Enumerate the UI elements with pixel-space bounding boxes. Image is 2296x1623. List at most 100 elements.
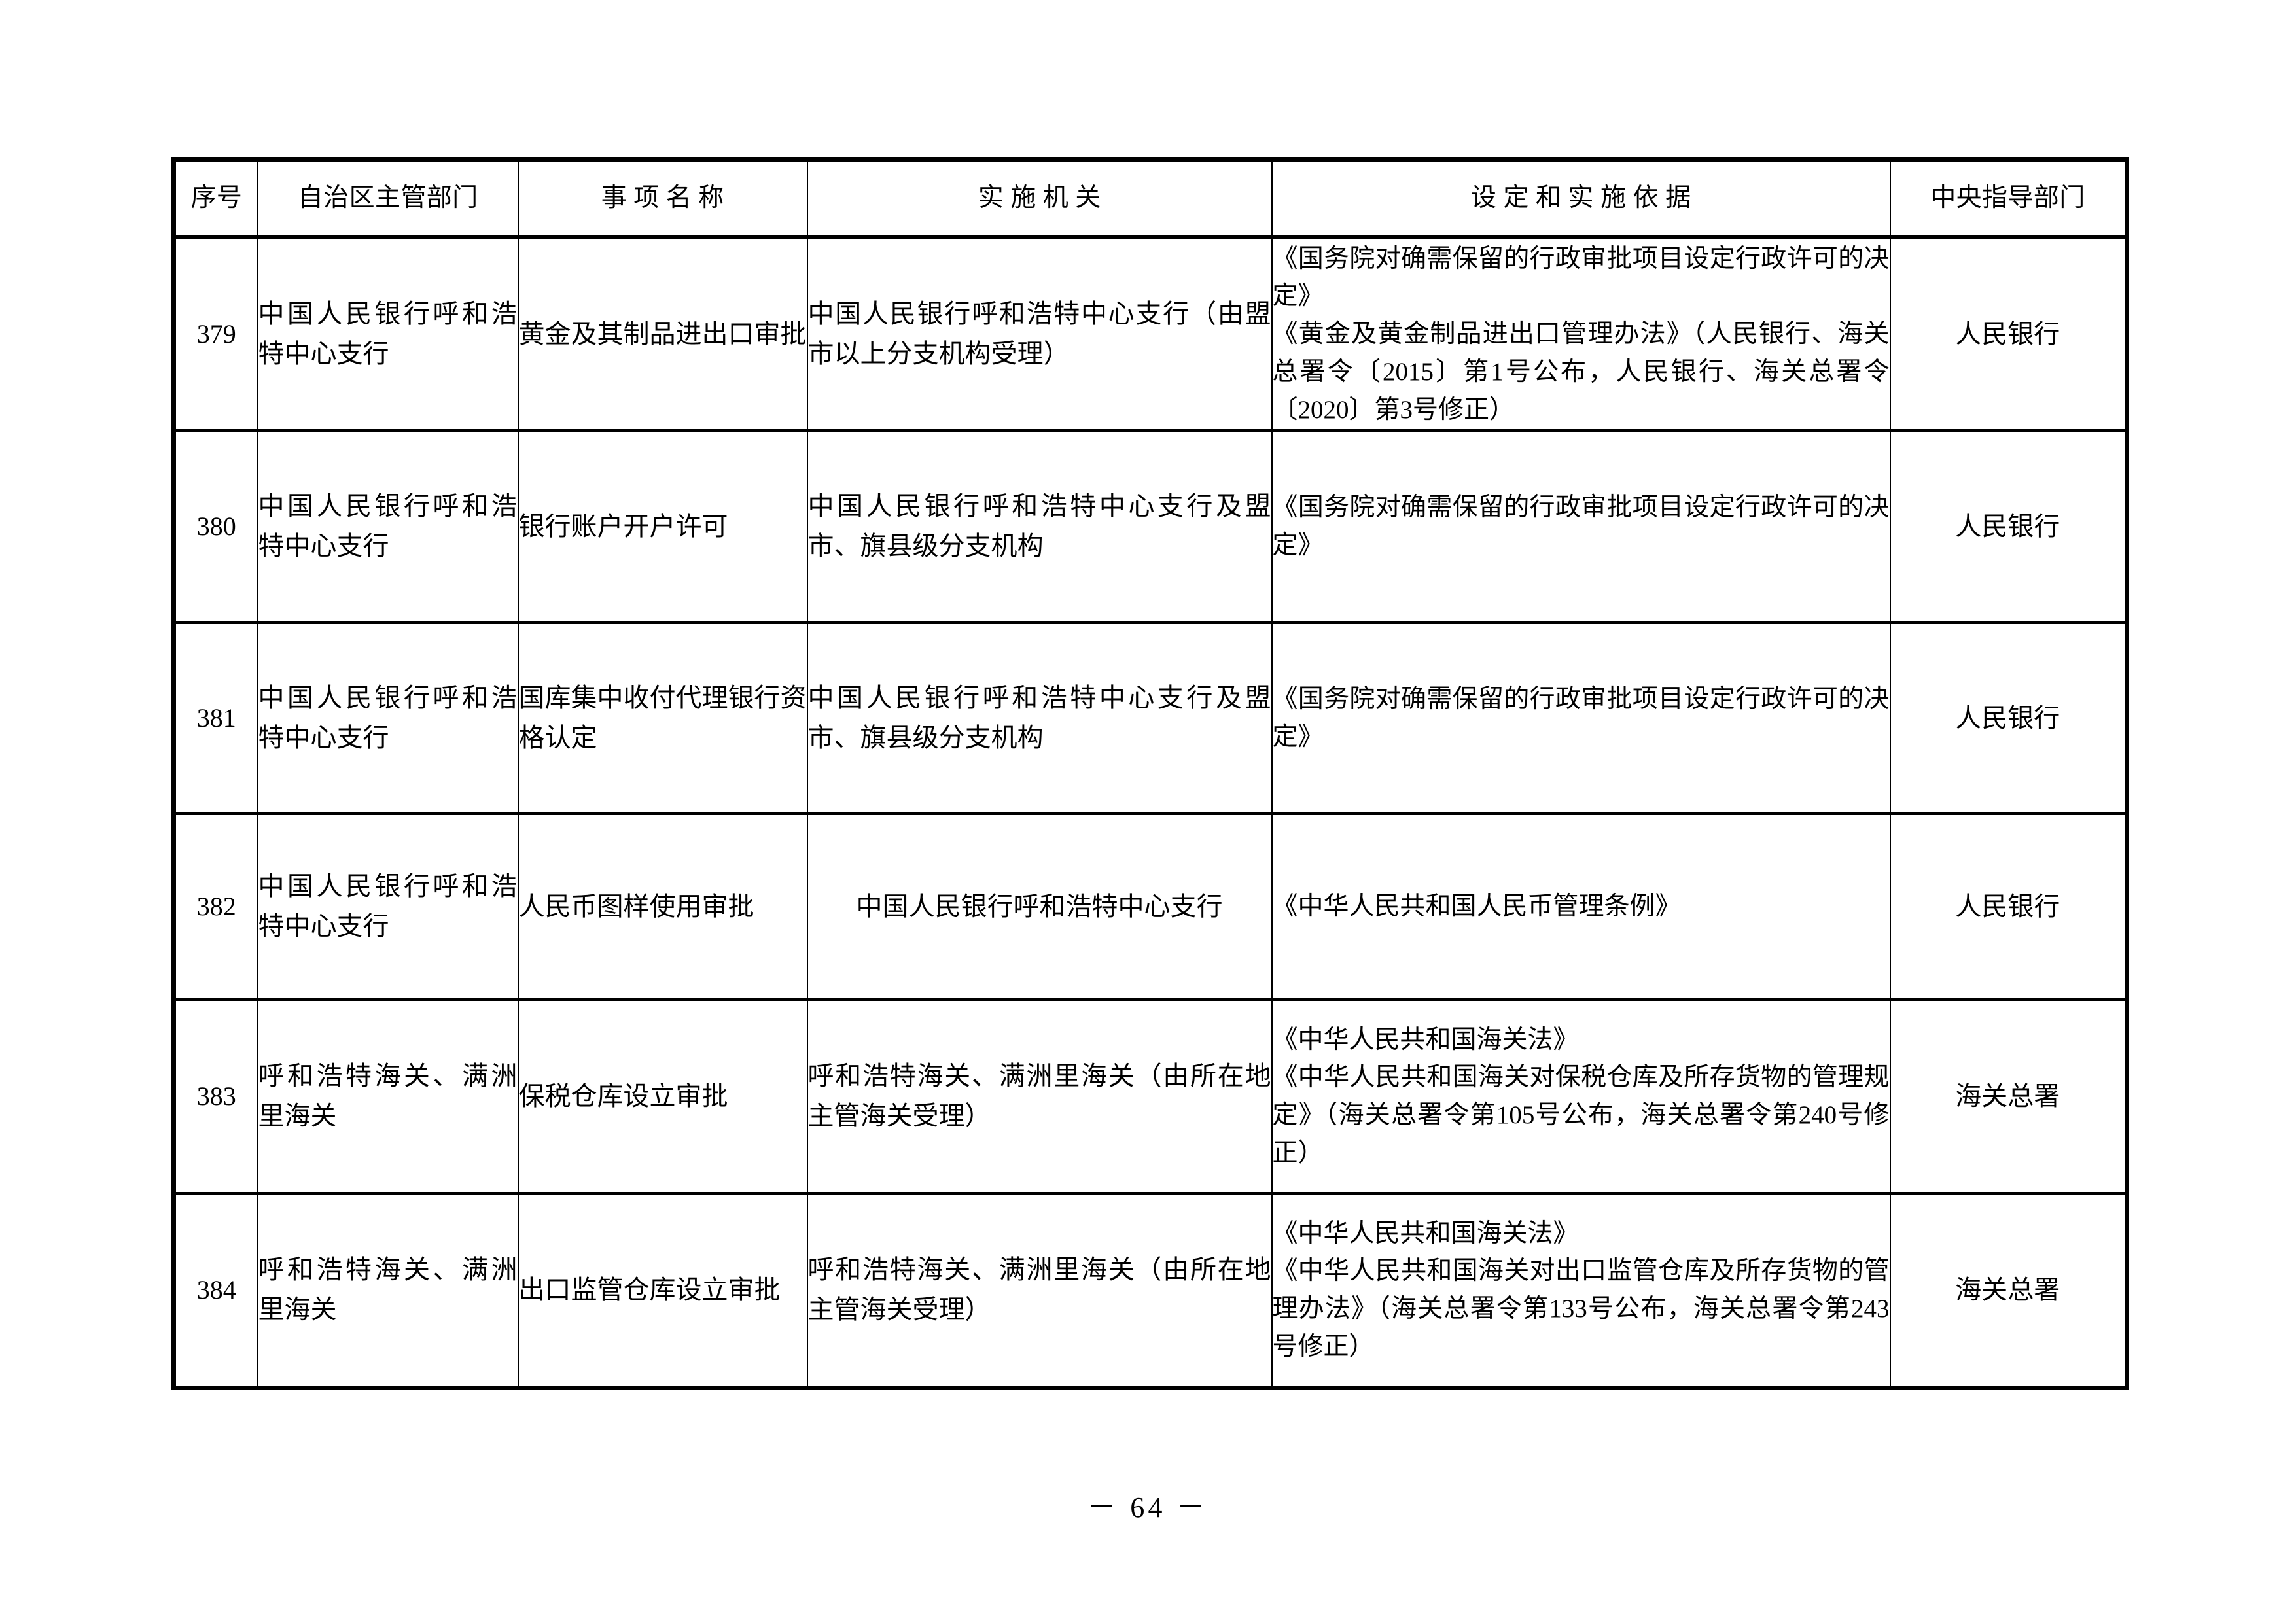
cell-legal-basis: 《中华人民共和国人民币管理条例》 [1271, 813, 1891, 1001]
cell-central-guiding-department: 海关总署 [1889, 1193, 2128, 1388]
cell-implementing-organ: 中国人民银行呼和浩特中心支行及盟市、旗县级分支机构 [806, 430, 1273, 624]
implementing-organ-value: 中国人民银行呼和浩特中心支行及盟市、旗县级分支机构 [807, 683, 1271, 752]
legal-basis-line: 《中华人民共和国海关对保税仓库及所存货物的管理规定》（海关总署令第105号公布，… [1272, 1063, 1890, 1167]
item-name-value: 银行账户开户许可 [518, 511, 728, 541]
column-header-legal-basis: 设 定 和 实 施 依 据 [1271, 158, 1891, 239]
item-name-value: 保税仓库设立审批 [518, 1081, 728, 1111]
table-row: 380 中国人民银行呼和浩特中心支行 银行账户开户许可 中国人民银行呼和浩特中心… [173, 430, 2128, 624]
table-header-row: 序号 自治区主管部门 事 项 名 称 实 施 机 关 设 定 和 实 施 依 据 [173, 158, 2128, 239]
cell-department: 中国人民银行呼和浩特中心支行 [256, 622, 519, 815]
legal-basis-value: 《国务院对确需保留的行政审批项目设定行政许可的决定》 [1272, 493, 1890, 559]
column-header-seq: 序号 [173, 158, 258, 239]
implementing-organ-value: 呼和浩特海关、满洲里海关（由所在地主管海关受理） [807, 1061, 1271, 1130]
table-row: 383 呼和浩特海关、满洲里海关 保税仓库设立审批 呼和浩特海关、满洲里海关（由… [173, 999, 2128, 1195]
central-guiding-department-value: 人民银行 [1955, 891, 2060, 921]
cell-item-name: 黄金及其制品进出口审批 [517, 236, 808, 432]
legal-basis-line: 《中华人民共和国海关对出口监管仓库及所存货物的管理办法》（海关总署令第133号公… [1272, 1257, 1890, 1361]
department-value: 中国人民银行呼和浩特中心支行 [258, 683, 518, 752]
cell-department: 中国人民银行呼和浩特中心支行 [256, 813, 519, 1001]
legal-basis-value: 《国务院对确需保留的行政审批项目设定行政许可的决定》 [1272, 685, 1890, 751]
cell-implementing-organ: 中国人民银行呼和浩特中心支行（由盟市以上分支机构受理） [806, 236, 1273, 432]
cell-implementing-organ: 呼和浩特海关、满洲里海关（由所在地主管海关受理） [806, 1193, 1273, 1388]
item-name-value: 人民币图样使用审批 [518, 891, 754, 921]
page-number: － 64 － [1087, 1492, 1209, 1524]
legal-basis-line: 《国务院对确需保留的行政审批项目设定行政许可的决定》 [1272, 244, 1890, 311]
cell-item-name: 人民币图样使用审批 [517, 813, 808, 1001]
cell-department: 呼和浩特海关、满洲里海关 [256, 999, 519, 1195]
department-value: 中国人民银行呼和浩特中心支行 [258, 871, 518, 941]
cell-seq: 379 [173, 236, 258, 432]
implementing-organ-value: 中国人民银行呼和浩特中心支行 [856, 891, 1223, 921]
cell-department: 中国人民银行呼和浩特中心支行 [256, 430, 519, 624]
cell-legal-basis: 《国务院对确需保留的行政审批项目设定行政许可的决定》 [1271, 622, 1891, 815]
cell-seq: 381 [173, 622, 258, 815]
item-name-value: 出口监管仓库设立审批 [518, 1274, 781, 1304]
central-guiding-department-value: 人民银行 [1955, 511, 2060, 541]
legal-basis-line: 《中华人民共和国海关法》 [1272, 1219, 1579, 1248]
cell-department: 中国人民银行呼和浩特中心支行 [256, 236, 519, 432]
seq-value: 384 [196, 1274, 236, 1304]
column-header-central-guiding-department-label: 中央指导部门 [1930, 183, 2085, 212]
department-value: 呼和浩特海关、满洲里海关 [258, 1255, 518, 1324]
legal-basis-line: 《中华人民共和国海关法》 [1272, 1025, 1579, 1054]
cell-item-name: 国库集中收付代理银行资格认定 [517, 622, 808, 815]
cell-central-guiding-department: 人民银行 [1889, 236, 2128, 432]
column-header-department: 自治区主管部门 [256, 158, 519, 239]
cell-seq: 383 [173, 999, 258, 1195]
cell-legal-basis: 《中华人民共和国海关法》《中华人民共和国海关对出口监管仓库及所存货物的管理办法》… [1271, 1193, 1891, 1388]
item-name-value: 国库集中收付代理银行资格认定 [518, 683, 807, 752]
column-header-seq-label: 序号 [190, 183, 243, 212]
cell-legal-basis: 《国务院对确需保留的行政审批项目设定行政许可的决定》《黄金及黄金制品进出口管理办… [1271, 236, 1891, 432]
seq-value: 379 [196, 319, 236, 349]
cell-seq: 384 [173, 1193, 258, 1388]
department-value: 呼和浩特海关、满洲里海关 [258, 1061, 518, 1130]
implementing-organ-value: 呼和浩特海关、满洲里海关（由所在地主管海关受理） [807, 1255, 1271, 1324]
cell-item-name: 银行账户开户许可 [517, 430, 808, 624]
central-guiding-department-value: 人民银行 [1955, 319, 2060, 349]
cell-department: 呼和浩特海关、满洲里海关 [256, 1193, 519, 1388]
column-header-item-name: 事 项 名 称 [517, 158, 808, 239]
legal-basis-value: 《中华人民共和国人民币管理条例》 [1272, 892, 1681, 921]
implementing-organ-value: 中国人民银行呼和浩特中心支行（由盟市以上分支机构受理） [807, 299, 1271, 368]
cell-central-guiding-department: 海关总署 [1889, 999, 2128, 1195]
central-guiding-department-value: 海关总署 [1955, 1274, 2060, 1304]
cell-central-guiding-department: 人民银行 [1889, 430, 2128, 624]
legal-basis-line: 《黄金及黄金制品进出口管理办法》（人民银行、海关总署令〔2015〕第1号公布，人… [1272, 320, 1890, 424]
seq-value: 383 [196, 1081, 236, 1111]
column-header-implementing-organ-label: 实 施 机 关 [978, 183, 1101, 212]
table-row: 379 中国人民银行呼和浩特中心支行 黄金及其制品进出口审批 中国人民银行呼和浩… [173, 236, 2128, 432]
item-name-value: 黄金及其制品进出口审批 [518, 319, 807, 349]
department-value: 中国人民银行呼和浩特中心支行 [258, 491, 518, 561]
column-header-implementing-organ: 实 施 机 关 [806, 158, 1273, 239]
central-guiding-department-value: 人民银行 [1955, 703, 2060, 733]
cell-implementing-organ: 中国人民银行呼和浩特中心支行及盟市、旗县级分支机构 [806, 622, 1273, 815]
table-row: 381 中国人民银行呼和浩特中心支行 国库集中收付代理银行资格认定 中国人民银行… [173, 622, 2128, 815]
cell-legal-basis: 《国务院对确需保留的行政审批项目设定行政许可的决定》 [1271, 430, 1891, 624]
administrative-approval-table: 序号 自治区主管部门 事 项 名 称 实 施 机 关 设 定 和 实 施 依 据 [171, 157, 2129, 1390]
cell-central-guiding-department: 人民银行 [1889, 813, 2128, 1001]
administrative-approval-table-wrapper: 序号 自治区主管部门 事 项 名 称 实 施 机 关 设 定 和 实 施 依 据 [171, 157, 2129, 1390]
seq-value: 381 [196, 703, 236, 733]
cell-legal-basis: 《中华人民共和国海关法》《中华人民共和国海关对保税仓库及所存货物的管理规定》（海… [1271, 999, 1891, 1195]
table-row: 384 呼和浩特海关、满洲里海关 出口监管仓库设立审批 呼和浩特海关、满洲里海关… [173, 1193, 2128, 1388]
cell-implementing-organ: 中国人民银行呼和浩特中心支行 [806, 813, 1273, 1001]
legal-basis-value: 《中华人民共和国海关法》《中华人民共和国海关对保税仓库及所存货物的管理规定》（海… [1273, 1021, 1890, 1172]
legal-basis-value: 《中华人民共和国海关法》《中华人民共和国海关对出口监管仓库及所存货物的管理办法》… [1273, 1215, 1890, 1366]
seq-value: 382 [196, 891, 236, 921]
cell-seq: 380 [173, 430, 258, 624]
cell-item-name: 保税仓库设立审批 [517, 999, 808, 1195]
cell-implementing-organ: 呼和浩特海关、满洲里海关（由所在地主管海关受理） [806, 999, 1273, 1195]
column-header-central-guiding-department: 中央指导部门 [1889, 158, 2128, 239]
cell-item-name: 出口监管仓库设立审批 [517, 1193, 808, 1388]
column-header-department-label: 自治区主管部门 [297, 183, 478, 212]
central-guiding-department-value: 海关总署 [1955, 1081, 2060, 1111]
table-row: 382 中国人民银行呼和浩特中心支行 人民币图样使用审批 中国人民银行呼和浩特中… [173, 813, 2128, 1001]
column-header-legal-basis-label: 设 定 和 实 施 依 据 [1470, 183, 1691, 212]
legal-basis-value: 《国务院对确需保留的行政审批项目设定行政许可的决定》《黄金及黄金制品进出口管理办… [1273, 240, 1890, 429]
cell-central-guiding-department: 人民银行 [1889, 622, 2128, 815]
cell-seq: 382 [173, 813, 258, 1001]
implementing-organ-value: 中国人民银行呼和浩特中心支行及盟市、旗县级分支机构 [807, 491, 1271, 561]
column-header-item-name-label: 事 项 名 称 [601, 183, 724, 212]
seq-value: 380 [196, 511, 236, 541]
